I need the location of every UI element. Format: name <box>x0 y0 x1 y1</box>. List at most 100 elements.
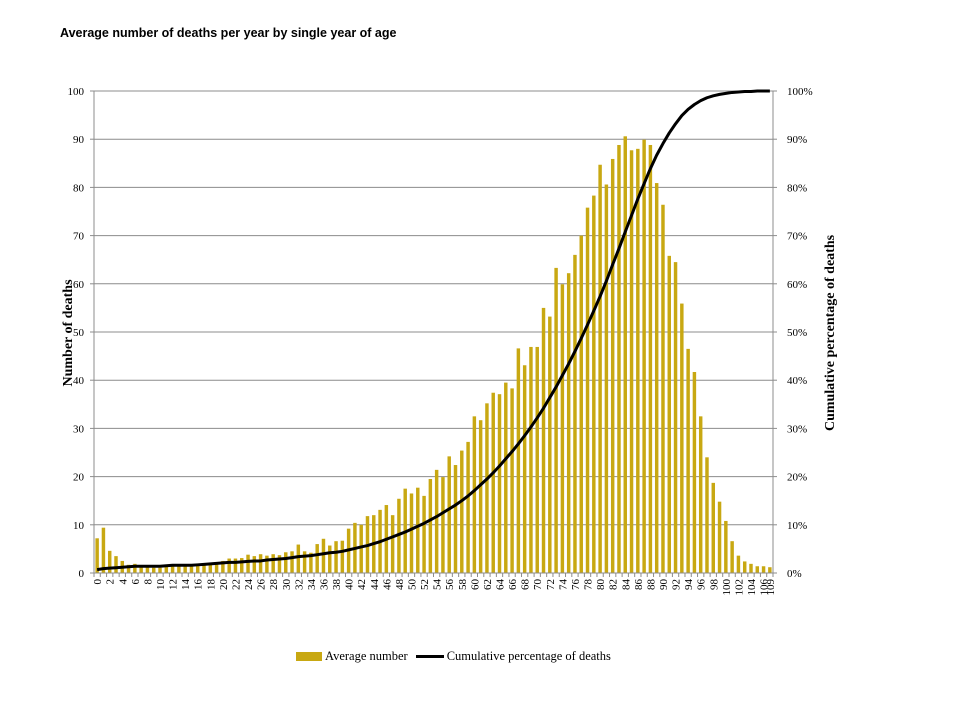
x-tick-label: 84 <box>620 579 632 591</box>
x-tick-label: 36 <box>318 579 330 591</box>
x-tick-label: 104 <box>746 579 758 596</box>
bar <box>761 566 766 573</box>
bar <box>258 554 263 573</box>
bar <box>265 555 269 573</box>
bar <box>554 267 558 573</box>
y-tick-label-right: 50% <box>787 327 807 339</box>
bar <box>114 556 118 573</box>
bar <box>284 552 288 573</box>
bar <box>548 316 552 573</box>
bar <box>642 139 646 573</box>
bar <box>661 204 665 573</box>
legend-item-average: Average number <box>296 649 408 664</box>
x-tick-label: 40 <box>344 579 356 591</box>
x-tick-label: 8 <box>142 579 154 585</box>
bar <box>522 365 527 573</box>
bar <box>648 144 653 573</box>
x-tick-label: 0 <box>92 579 104 585</box>
bar <box>617 144 621 573</box>
x-tick-label: 16 <box>193 579 205 591</box>
bar <box>598 164 602 573</box>
x-tick-label: 28 <box>268 579 280 591</box>
bar <box>126 564 131 573</box>
x-tick-label: 50 <box>407 579 419 591</box>
x-tick-label: 86 <box>633 579 645 591</box>
bar <box>585 207 590 574</box>
y-tick-label-right: 100% <box>787 86 813 98</box>
x-tick-label: 98 <box>708 579 720 591</box>
bar <box>227 558 231 573</box>
bar <box>453 465 458 573</box>
x-tick-label: 80 <box>595 579 607 591</box>
bar <box>189 565 194 573</box>
bar <box>742 561 747 573</box>
y-tick-label-left: 80 <box>73 182 85 194</box>
bar <box>736 555 741 573</box>
x-tick-label: 88 <box>645 579 657 591</box>
bar <box>416 487 420 573</box>
y-tick-label-right: 60% <box>787 279 807 291</box>
bar <box>359 524 363 573</box>
bar <box>680 303 684 573</box>
y-tick-label-right: 90% <box>787 134 807 146</box>
bar <box>529 346 533 573</box>
x-tick-label: 96 <box>696 579 708 591</box>
bar <box>328 545 332 573</box>
legend-swatch-bar <box>296 652 322 661</box>
chart-title: Average number of deaths per year by sin… <box>60 26 397 40</box>
bar <box>164 566 169 573</box>
bar <box>309 552 313 573</box>
x-tick-label: 24 <box>243 579 255 591</box>
x-tick-label: 20 <box>218 579 230 591</box>
x-tick-label: 92 <box>671 579 683 590</box>
x-tick-label: 74 <box>557 579 569 591</box>
x-tick-label: 58 <box>457 579 469 591</box>
bar <box>535 346 539 573</box>
bar <box>221 560 225 573</box>
x-tick-label: 4 <box>117 579 129 585</box>
y-tick-label-right: 30% <box>787 423 807 435</box>
y-tick-label-right: 40% <box>787 375 807 387</box>
bar <box>196 564 200 573</box>
bar <box>472 416 477 573</box>
bar <box>214 562 219 573</box>
bar <box>592 195 596 573</box>
x-tick-label: 106 <box>759 579 771 596</box>
x-tick-label: 94 <box>683 579 695 591</box>
bar <box>233 558 238 573</box>
bar <box>441 477 445 573</box>
bar <box>497 394 502 573</box>
bar <box>340 540 345 573</box>
bar <box>485 403 489 573</box>
x-tick-label: 42 <box>356 579 368 590</box>
y-tick-label-right: 80% <box>787 182 807 194</box>
x-tick-label: 26 <box>256 579 268 591</box>
bar <box>504 382 508 573</box>
y-tick-label-right: 20% <box>787 472 807 484</box>
legend-label-average: Average number <box>325 649 408 663</box>
y-tick-label-left: 100 <box>68 86 85 98</box>
bar <box>145 566 150 573</box>
x-tick-label: 48 <box>394 579 406 591</box>
y-tick-label-left: 60 <box>73 279 85 291</box>
bar <box>755 566 760 573</box>
bar <box>604 184 609 573</box>
x-tick-label: 44 <box>369 579 381 591</box>
bar <box>516 348 521 573</box>
bar <box>654 183 659 573</box>
x-tick-label: 34 <box>306 579 318 591</box>
x-tick-label: 56 <box>444 579 456 591</box>
bar <box>208 563 213 573</box>
legend-swatch-line <box>415 655 444 658</box>
x-tick-label: 62 <box>482 579 494 590</box>
bar <box>422 495 426 573</box>
bar <box>409 493 414 573</box>
x-tick-label: 54 <box>432 579 444 591</box>
y-tick-label-left: 30 <box>73 423 85 435</box>
y-tick-label-right: 10% <box>787 520 807 532</box>
y-tick-label-left: 20 <box>73 472 85 484</box>
bar <box>277 555 282 573</box>
y-axis-label-right: Cumulative percentage of deaths <box>823 234 838 431</box>
bar <box>711 482 716 573</box>
x-tick-label: 68 <box>520 579 532 591</box>
